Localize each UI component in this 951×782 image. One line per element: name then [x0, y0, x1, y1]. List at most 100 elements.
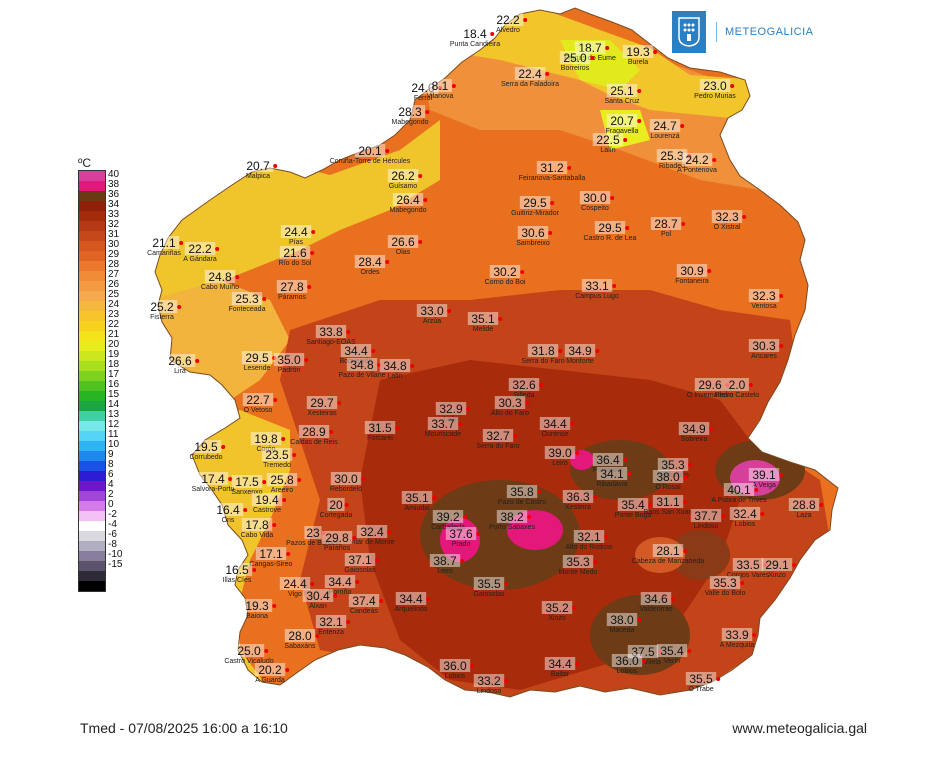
station-marker[interactable]: 32.9Lalín: [435, 402, 471, 423]
station-marker[interactable]: 35.3Carballiño: [657, 458, 693, 479]
website-link[interactable]: www.meteogalicia.gal: [732, 720, 867, 736]
station-marker[interactable]: 39.2Carballeda: [431, 510, 468, 531]
station-marker[interactable]: 22.2A Gándara: [183, 242, 220, 263]
station-marker[interactable]: 29.6O Invernadeiro: [687, 378, 733, 399]
station-marker[interactable]: 38.0O Rosal: [652, 470, 688, 491]
station-marker[interactable]: 32.3O Xistral: [711, 210, 747, 231]
station-marker[interactable]: 36.4Pontearte: [592, 453, 628, 474]
station-marker[interactable]: 24.2A Pontenova: [677, 153, 717, 174]
station-marker[interactable]: 34.4Boqueixón: [339, 344, 376, 365]
station-marker[interactable]: 18.7Fragas do Eume: [564, 41, 616, 62]
station-marker[interactable]: 39.1A Veiga: [748, 468, 784, 489]
station-marker[interactable]: 22.7O Vetoso: [242, 393, 278, 414]
station-marker[interactable]: 20.2A Guarda: [254, 663, 290, 684]
station-marker[interactable]: 40.1A Pobra de Trives: [711, 483, 767, 504]
